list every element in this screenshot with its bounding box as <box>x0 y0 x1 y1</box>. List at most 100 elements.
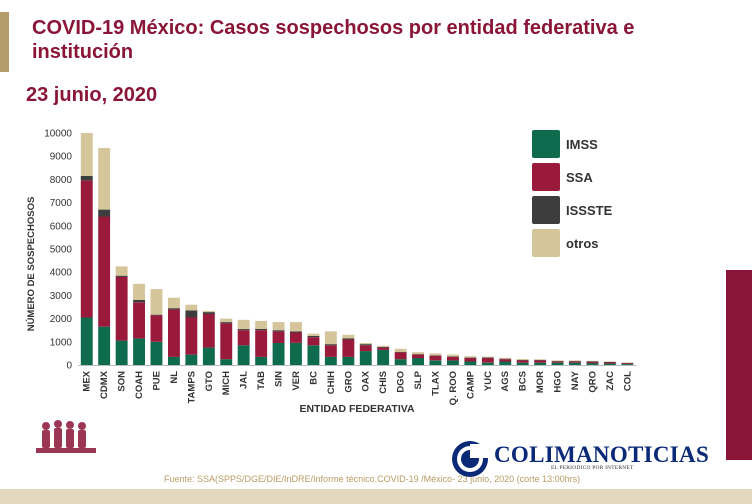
legend-label-issste: ISSSTE <box>566 203 613 218</box>
legend-item-imss: IMSS <box>532 130 692 160</box>
bar-segment-imss-chih <box>324 356 337 365</box>
bar-segment-imss-cdmx <box>98 326 111 365</box>
y-tick-label: 8000 <box>50 175 73 186</box>
legend-swatch-issste <box>532 196 560 224</box>
bar-segment-ssa-col <box>621 363 634 364</box>
bar-segment-imss-tamps <box>185 354 198 365</box>
watermark-tagline: EL PERIODICO POR INTERNET <box>551 465 634 471</box>
bar-segment-otros-mich <box>220 318 233 323</box>
x-tick-label: Q. ROO <box>448 371 459 405</box>
bar-segment-imss-tab <box>255 356 268 365</box>
bar-segment-imss-sin <box>272 343 285 365</box>
y-axis-title: NÚMERO DE SOSPECHOSOS <box>25 197 37 332</box>
x-tick-label: AGS <box>500 371 511 392</box>
bar-segment-imss-qroo <box>447 360 459 365</box>
bar-segment-imss-zac <box>603 363 616 365</box>
x-tick-label: CAMP <box>465 370 476 399</box>
bar-segment-otros-tab <box>255 320 268 329</box>
bar-segment-imss-oax <box>359 351 372 365</box>
bar-segment-imss-jal <box>237 345 250 365</box>
legend-item-issste: ISSSTE <box>532 196 692 226</box>
y-tick-label: 2000 <box>50 314 73 325</box>
legend-item-ssa: SSA <box>532 163 692 193</box>
bar-segment-ssa-sin <box>272 331 285 343</box>
bar-segment-otros-tlax <box>429 353 442 356</box>
bar-segment-otros-gro <box>342 334 355 339</box>
bar-segment-imss-gro <box>342 356 355 365</box>
watermark-name: COLIMANOTICIAS <box>494 442 710 467</box>
bar-segment-otros-slp <box>412 352 424 355</box>
bar-segment-issste-chis <box>377 346 390 348</box>
bar-segment-otros-coah <box>133 283 145 300</box>
bar-segment-otros-sin <box>272 322 285 331</box>
bar-segment-ssa-nay <box>569 361 581 363</box>
side-decoration-band <box>726 270 752 460</box>
bar-segment-otros-dgo <box>394 348 407 352</box>
bar-segment-otros-tamps <box>185 304 198 311</box>
bar-segment-issste-qro <box>586 361 599 362</box>
source-note: Fuente: SSA(SPPS/DGE/DIE/InDRE/Informe t… <box>164 474 581 484</box>
bar-segment-otros-ver <box>290 322 302 332</box>
bar-segment-otros-cdmx <box>98 148 111 210</box>
bar-segment-issste-tamps <box>185 310 198 318</box>
bar-segment-otros-chih <box>324 331 337 345</box>
bar-segment-ssa-bcs <box>516 360 529 363</box>
x-tick-label: VER <box>291 371 302 391</box>
bar-segment-imss-chis <box>377 349 390 365</box>
bar-segment-issste-jal <box>237 329 250 331</box>
bar-segment-imss-mor <box>534 362 547 365</box>
bar-segment-issste-mich <box>220 322 233 324</box>
x-tick-label: ZAC <box>605 371 616 391</box>
bar-segment-imss-tlax <box>429 360 442 365</box>
bar-segment-otros-mor <box>534 359 547 360</box>
bar-segment-issste-qroo <box>447 356 459 357</box>
bar-segment-ssa-gro <box>342 339 355 357</box>
bar-segment-issste-slp <box>412 354 424 355</box>
bar-segment-issste-yuc <box>481 357 494 359</box>
x-tick-label: BCS <box>518 371 529 391</box>
bar-segment-issste-pue <box>150 314 163 316</box>
bar-segment-issste-ver <box>290 331 302 333</box>
bar-segment-issste-mor <box>534 359 547 361</box>
page-date: 23 junio, 2020 <box>26 84 158 106</box>
legend-label-ssa: SSA <box>566 170 593 185</box>
bar-segment-ssa-nl <box>168 309 180 357</box>
bar-segment-ssa-slp <box>412 354 424 359</box>
x-tick-label: SIN <box>274 371 285 387</box>
bar-segment-issste-nay <box>569 361 581 362</box>
bar-segment-otros-qro <box>586 360 599 362</box>
bar-segment-imss-nay <box>569 362 581 365</box>
legend-item-otros: otros <box>532 229 692 259</box>
bar-segment-imss-mex <box>80 317 93 365</box>
bar-segment-otros-col <box>621 362 634 363</box>
bar-segment-imss-son <box>115 340 128 365</box>
bar-segment-imss-camp <box>464 361 477 365</box>
bar-segment-issste-bc <box>307 336 320 338</box>
x-tick-label: TAMPS <box>186 371 197 404</box>
bar-segment-issste-mex <box>80 175 93 181</box>
bar-segment-otros-bc <box>307 333 320 336</box>
bar-segment-otros-son <box>115 266 128 276</box>
y-tick-label: 3000 <box>50 291 73 302</box>
legend-swatch-otros <box>532 229 560 257</box>
bar-segment-imss-qro <box>586 363 599 365</box>
bar-segment-otros-mex <box>80 133 93 176</box>
bar-segment-issste-cdmx <box>98 209 111 217</box>
x-tick-label: COAH <box>134 371 145 399</box>
bar-segment-issste-son <box>115 275 128 277</box>
x-tick-label: COL <box>622 371 633 391</box>
x-tick-label: SLP <box>413 370 424 389</box>
bar-segment-otros-yuc <box>481 356 494 358</box>
y-tick-label: 0 <box>66 361 72 372</box>
bar-segment-ssa-ags <box>499 359 512 362</box>
bar-segment-otros-pue <box>150 289 163 315</box>
x-tick-label: NL <box>169 371 180 384</box>
y-tick-label: 4000 <box>50 268 73 279</box>
bar-segment-ssa-hgo <box>551 361 564 363</box>
y-tick-label: 1000 <box>50 337 73 348</box>
x-axis-title: ENTIDAD FEDERATIVA <box>299 403 415 415</box>
bar-segment-otros-hgo <box>551 360 564 362</box>
bar-segment-otros-gto <box>202 310 215 313</box>
bar-segment-imss-ags <box>499 361 512 365</box>
bar-segment-ssa-ver <box>290 332 302 343</box>
